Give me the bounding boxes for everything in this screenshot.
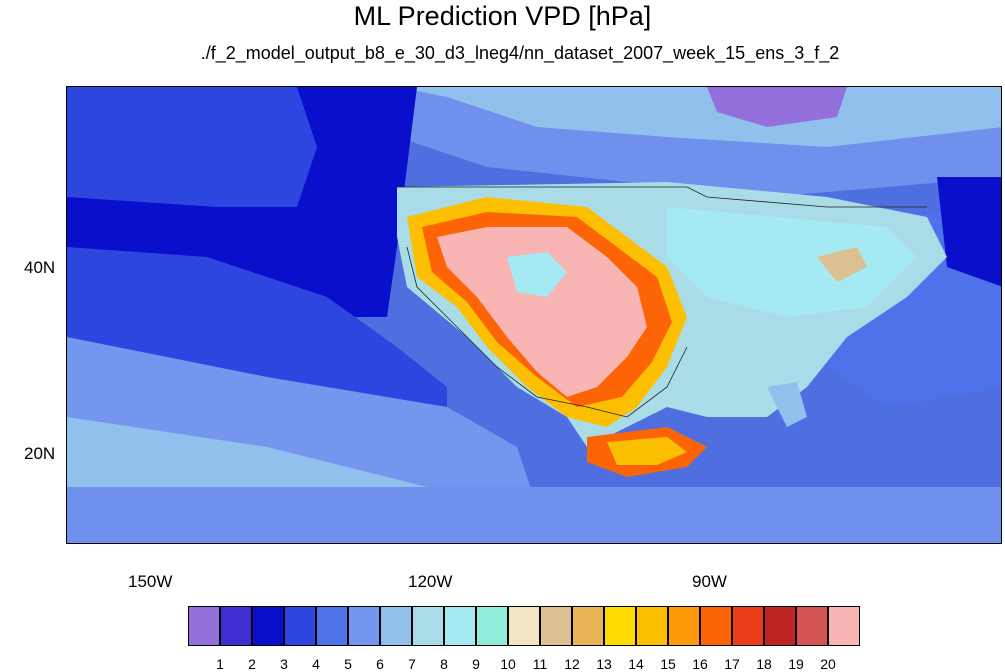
colorbar-label: 13	[596, 656, 612, 672]
colorbar-cell	[636, 606, 668, 646]
colorbar-label: 18	[756, 656, 772, 672]
colorbar-label: 7	[408, 656, 416, 672]
colorbar-label: 19	[788, 656, 804, 672]
colorbar-cell	[252, 606, 284, 646]
colorbar-cell	[572, 606, 604, 646]
colorbar-label: 15	[660, 656, 676, 672]
colorbar-cell	[668, 606, 700, 646]
colorbar-cell	[220, 606, 252, 646]
colorbar-cell	[828, 606, 860, 646]
plot-title: ML Prediction VPD [hPa]	[353, 1, 652, 31]
colorbar-cell	[412, 606, 444, 646]
lon-label-120w: 120W	[408, 572, 453, 591]
colorbar-label: 11	[532, 656, 548, 672]
colorbar-label: 5	[344, 656, 352, 672]
colorbar-cell	[796, 606, 828, 646]
vpd-map	[66, 86, 1002, 544]
lat-label-40n: 40N	[24, 258, 56, 277]
colorbar-label: 6	[376, 656, 384, 672]
colorbar-label: 12	[564, 656, 580, 672]
colorbar-label: 20	[820, 656, 836, 672]
colorbar-cell	[732, 606, 764, 646]
colorbar-label: 2	[248, 656, 256, 672]
colorbar-label: 17	[724, 656, 740, 672]
colorbar-label: 1	[216, 656, 224, 672]
lon-label-150w: 150W	[128, 572, 173, 591]
plot-subtitle: ./f_2_model_output_b8_e_30_d3_lneg4/nn_d…	[200, 43, 840, 63]
colorbar-cell	[764, 606, 796, 646]
colorbar-label: 3	[280, 656, 288, 672]
colorbar-cell	[348, 606, 380, 646]
lat-label-20n: 20N	[24, 444, 56, 463]
lon-label-90w: 90W	[692, 572, 727, 591]
colorbar-cell	[380, 606, 412, 646]
colorbar-label: 9	[472, 656, 480, 672]
colorbar-label: 14	[628, 656, 644, 672]
vpd-contour-field	[67, 87, 1001, 543]
colorbar-cell	[540, 606, 572, 646]
colorbar-label: 16	[692, 656, 708, 672]
colorbar-cell	[284, 606, 316, 646]
colorbar-cell	[604, 606, 636, 646]
colorbar-label: 8	[440, 656, 448, 672]
colorbar-label: 10	[500, 656, 516, 672]
colorbar-cell	[444, 606, 476, 646]
colorbar-cell	[316, 606, 348, 646]
colorbar-cell	[476, 606, 508, 646]
colorbar-cell	[700, 606, 732, 646]
colorbar-cell	[188, 606, 220, 646]
colorbar-label: 4	[312, 656, 320, 672]
colorbar-cell	[508, 606, 540, 646]
